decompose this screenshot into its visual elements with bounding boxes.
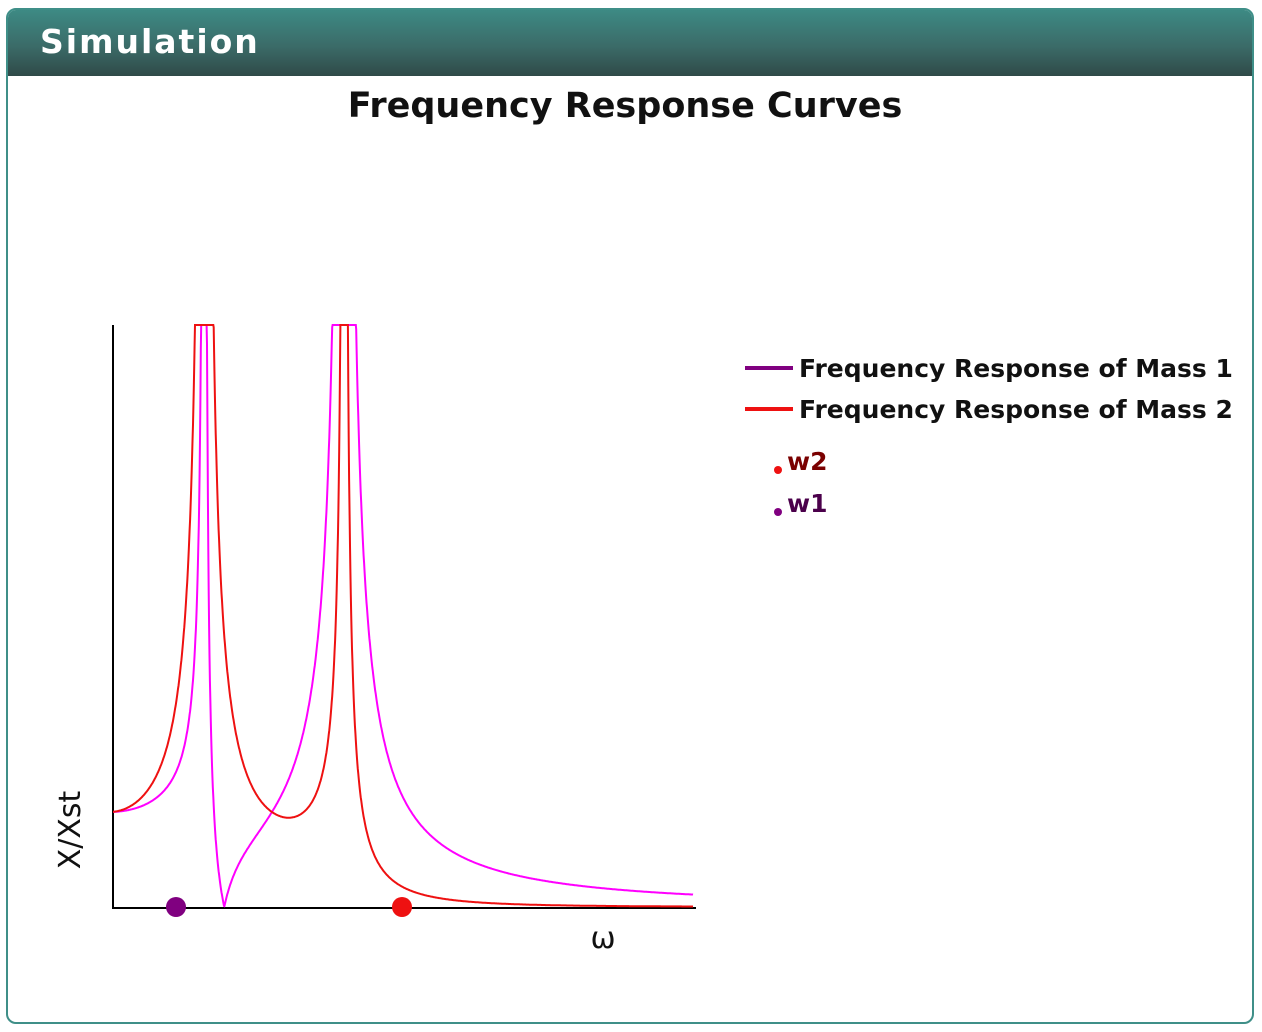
legend-label-w2: w2 <box>787 447 828 476</box>
x-axis-label: ω <box>590 921 615 956</box>
legend-dot-w1 <box>774 508 782 516</box>
legend-label-mass2: Frequency Response of Mass 2 <box>799 395 1233 424</box>
series-mass1-line <box>113 324 694 908</box>
legend-label-w1: w1 <box>787 489 828 518</box>
series-mass2-line <box>113 324 693 908</box>
chart-title: Frequency Response Curves <box>348 86 903 126</box>
panel-title: Simulation <box>40 22 260 61</box>
series-group <box>113 324 694 908</box>
marker-w1-point <box>166 897 186 917</box>
marker-w2-point <box>392 897 412 917</box>
legend-label-mass1: Frequency Response of Mass 1 <box>799 354 1233 383</box>
panel-header: Simulation <box>8 10 1252 76</box>
y-axis-label: X/Xst <box>53 790 88 869</box>
simulation-panel: Simulation <box>6 8 1254 1024</box>
legend-dot-w2 <box>774 466 782 474</box>
